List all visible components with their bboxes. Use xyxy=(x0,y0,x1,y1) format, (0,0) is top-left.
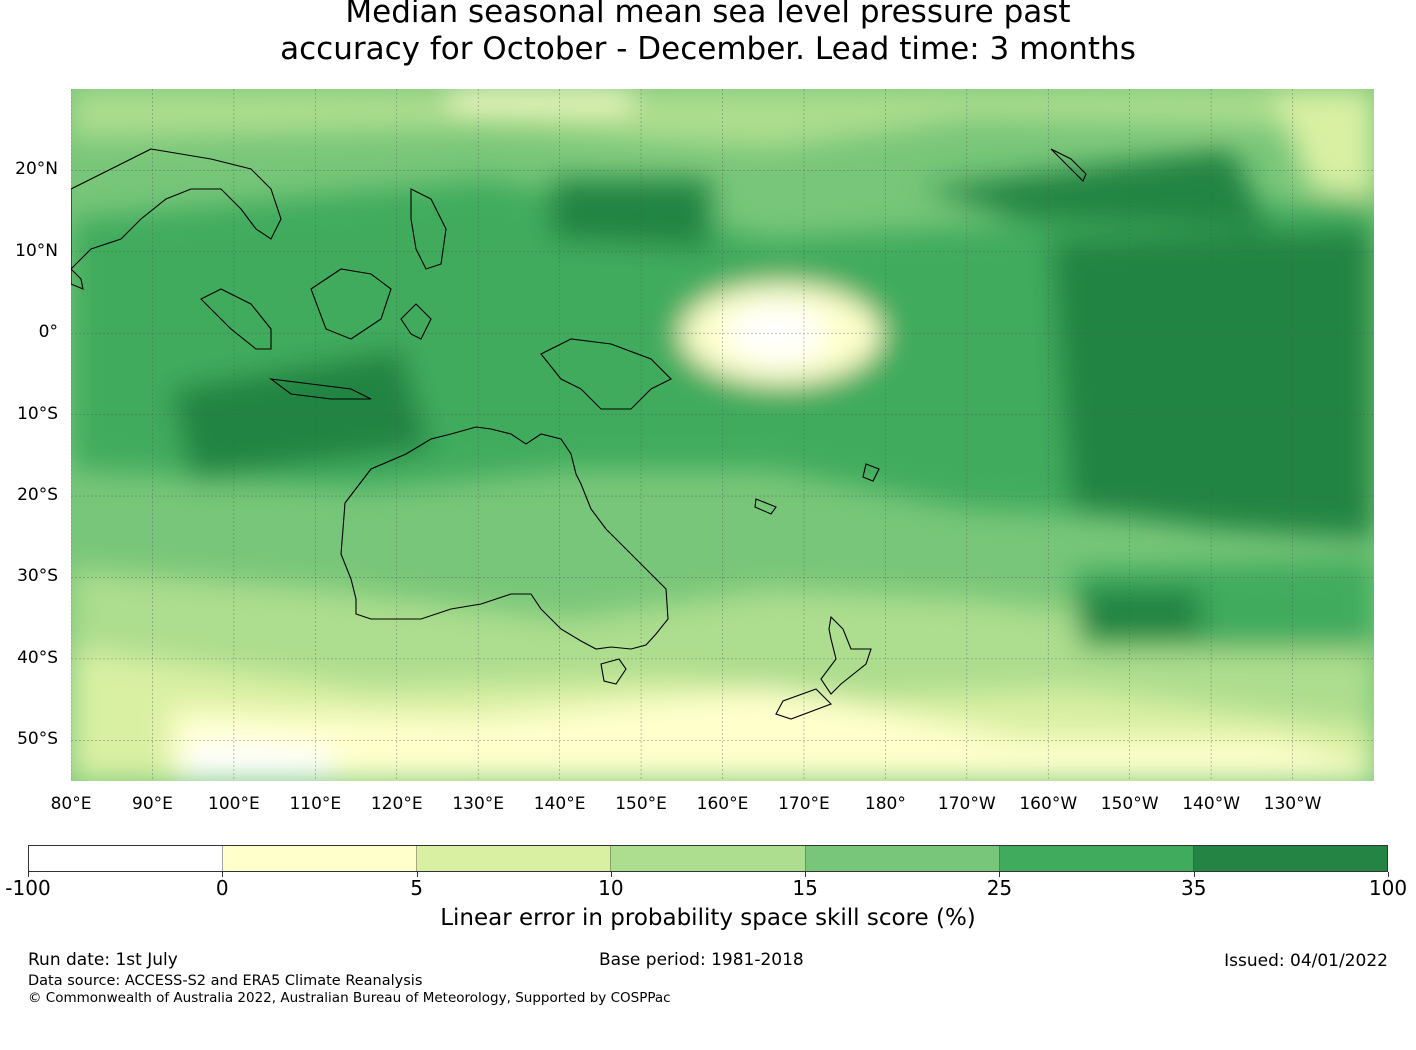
latitude-label: 50°S xyxy=(17,729,58,750)
hawaii-coast xyxy=(1050,148,1087,182)
longitude-label: 120°E xyxy=(370,794,423,814)
map-gridlines xyxy=(71,89,1374,781)
colorbar-segment xyxy=(1193,846,1387,871)
chart-title: Median seasonal mean sea level pressure … xyxy=(0,0,1416,68)
longitude-label: 150°W xyxy=(1100,794,1159,814)
new-zealand-south-island-coast xyxy=(775,688,832,720)
skill-core-35-100-southeast xyxy=(1081,589,1201,639)
title-line-1: Median seasonal mean sea level pressure … xyxy=(345,0,1071,30)
coastlines xyxy=(71,148,1087,720)
longitude-label: 140°W xyxy=(1182,794,1241,814)
latitude-label: 30°S xyxy=(17,566,58,587)
latitude-label: 20°S xyxy=(17,485,58,506)
skill-score-map xyxy=(71,89,1374,781)
colorbar xyxy=(28,845,1388,872)
longitude-label: 130°E xyxy=(452,794,505,814)
colorbar-tick-label: -100 xyxy=(5,876,51,900)
skill-core-35-100-east xyxy=(1051,229,1374,539)
philippines-coast xyxy=(410,188,447,270)
run-date: Run date: 1st July xyxy=(28,950,178,970)
longitude-label: 180° xyxy=(864,794,906,814)
colorbar-tick-mark xyxy=(416,872,418,877)
skill-core-35-100-north xyxy=(551,179,711,249)
base-period: Base period: 1981-2018 xyxy=(599,950,804,970)
longitude-label: 170°E xyxy=(778,794,830,814)
skill-band-0-5-north xyxy=(451,89,631,109)
latitude-label: 20°N xyxy=(15,159,58,180)
latitude-label: 10°N xyxy=(15,240,58,261)
sumatra-coast xyxy=(200,288,272,350)
colorbar-tick-label: 15 xyxy=(792,876,818,900)
colorbar-tick-label: 5 xyxy=(410,876,423,900)
colorbar-tick-mark xyxy=(222,872,224,877)
colorbar-tick-label: 35 xyxy=(1180,876,1207,900)
colorbar-segment xyxy=(805,846,1000,871)
longitude-label: 160°W xyxy=(1019,794,1078,814)
latitude-label: 0° xyxy=(38,322,58,343)
skill-band-0-5-south xyxy=(171,689,1374,781)
map-canvas xyxy=(71,89,1374,781)
colorbar-tick-label: 10 xyxy=(598,876,624,900)
colorbar-tick-mark xyxy=(28,872,29,877)
colorbar-segment xyxy=(223,846,418,871)
colorbar-tick-mark xyxy=(999,872,1001,877)
colorbar-tick-mark xyxy=(1388,872,1389,877)
java-coast xyxy=(269,378,372,400)
copyright: © Commonwealth of Australia 2022, Austra… xyxy=(28,990,671,1006)
colorbar-segment xyxy=(417,846,612,871)
skill-band-negative-south xyxy=(181,739,331,781)
new-guinea-coast xyxy=(540,338,672,410)
latitude-label: 40°S xyxy=(17,647,58,668)
data-source: Data source: ACCESS-S2 and ERA5 Climate … xyxy=(28,973,423,989)
asia-mainland-coast xyxy=(71,148,282,270)
longitude-label: 170°W xyxy=(937,794,996,814)
latitude-label: 10°S xyxy=(17,403,58,424)
fiji-coast xyxy=(754,498,777,515)
colorbar-tick-label: 25 xyxy=(986,876,1013,900)
new-zealand-north-island-coast xyxy=(820,615,872,695)
title-line-2: accuracy for October - December. Lead ti… xyxy=(280,31,1136,67)
issued-date: Issued: 04/01/2022 xyxy=(1224,951,1388,971)
colorbar-tick-label: 0 xyxy=(215,876,229,900)
tasmania-coast xyxy=(600,658,627,685)
borneo-coast xyxy=(310,268,392,340)
skill-core-35-100-west xyxy=(171,349,431,479)
australia-coast xyxy=(340,426,669,650)
colorbar-tick-mark xyxy=(1193,872,1195,877)
skill-band-5-10-northeast xyxy=(1271,89,1374,199)
colorbar-tick-mark xyxy=(805,872,807,877)
colorbar-segment xyxy=(999,846,1194,871)
colorbar-segment xyxy=(611,846,806,871)
sulawesi-coast xyxy=(400,303,432,340)
skill-band-negative-equator xyxy=(726,306,826,362)
longitude-label: 100°E xyxy=(208,794,260,814)
vanuatu-coast xyxy=(862,463,880,482)
longitude-label: 140°E xyxy=(533,794,586,814)
longitude-label: 110°E xyxy=(289,794,342,814)
colorbar-tick-label: 100 xyxy=(1368,876,1408,900)
longitude-label: 130°W xyxy=(1263,794,1322,814)
colorbar-label: Linear error in probability space skill … xyxy=(440,905,976,931)
longitude-label: 90°E xyxy=(132,794,173,814)
longitude-label: 80°E xyxy=(50,794,92,814)
sri-lanka-coast xyxy=(71,268,84,290)
colorbar-tick-mark xyxy=(610,872,612,877)
skill-core-35-100-northeast xyxy=(921,149,1271,229)
longitude-label: 160°E xyxy=(696,794,749,814)
longitude-label: 150°E xyxy=(615,794,667,814)
colorbar-segment xyxy=(29,846,224,871)
